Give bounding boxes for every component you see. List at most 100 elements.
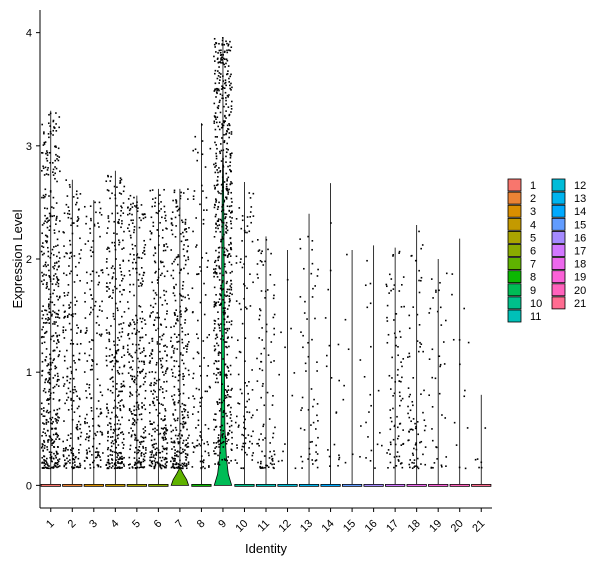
cell-point [153, 438, 156, 441]
cell-point [226, 124, 229, 127]
cell-point [136, 418, 139, 421]
cell-point [262, 423, 265, 426]
cell-point [41, 374, 43, 377]
cell-point [159, 343, 161, 345]
cell-point [221, 206, 223, 208]
cell-point [181, 465, 184, 468]
cell-point [127, 372, 130, 374]
cell-point [230, 406, 232, 409]
cell-point [220, 219, 223, 222]
cell-point [222, 57, 225, 60]
cell-point [397, 354, 399, 357]
cell-point [221, 183, 224, 185]
cell-point [418, 324, 421, 326]
cell-point [418, 350, 420, 353]
cell-point [129, 322, 131, 324]
cell-point [420, 343, 423, 346]
cell-point [219, 352, 222, 354]
cell-point [72, 313, 74, 315]
cell-point [76, 343, 79, 346]
cell-point [420, 247, 422, 250]
cell-point [170, 249, 173, 251]
cell-point [136, 271, 138, 274]
cell-point [149, 362, 151, 364]
cell-point [219, 371, 222, 373]
cell-point [240, 308, 242, 311]
cell-point [45, 423, 48, 425]
cell-point [96, 407, 98, 410]
cell-point [139, 372, 142, 374]
cell-point [50, 315, 53, 317]
cell-point [98, 201, 101, 204]
cell-point [181, 423, 184, 426]
cell-point [54, 172, 56, 175]
cell-point [45, 318, 47, 320]
cell-point [309, 441, 312, 443]
cell-point [217, 344, 220, 347]
cell-point [392, 395, 394, 397]
cell-point [44, 379, 47, 381]
cell-point [221, 383, 223, 386]
cell-point [108, 296, 110, 298]
cell-point [115, 414, 117, 417]
cell-point [55, 427, 57, 430]
cell-point [176, 318, 179, 320]
cell-point [249, 305, 252, 307]
cell-point [193, 406, 195, 408]
legend-label-18: 18 [574, 259, 586, 271]
cell-point [208, 465, 210, 467]
cell-point [241, 215, 244, 217]
cell-point [165, 326, 168, 328]
cell-point [248, 398, 250, 401]
cell-point [222, 358, 224, 360]
cell-point [177, 455, 179, 458]
cell-point [370, 345, 372, 348]
violin-19 [428, 483, 449, 487]
cell-point [196, 159, 199, 162]
cell-point [42, 390, 45, 392]
cell-point [164, 458, 167, 460]
cell-point [260, 352, 263, 355]
cell-point [57, 459, 59, 461]
cell-point [122, 438, 125, 440]
cell-point [121, 431, 124, 433]
cell-point [154, 261, 157, 264]
cell-point [217, 105, 220, 107]
cell-point [221, 458, 223, 461]
cell-point [259, 465, 261, 468]
cell-point [240, 227, 243, 230]
cell-point [237, 373, 240, 376]
cell-point [228, 288, 231, 291]
cell-point [214, 82, 217, 85]
cell-point [49, 456, 52, 459]
cell-point [51, 361, 54, 364]
cell-point [127, 324, 130, 327]
cell-point [42, 314, 45, 316]
cell-point [160, 418, 163, 420]
cell-point [158, 316, 160, 319]
cell-point [112, 365, 115, 368]
cell-point [41, 271, 43, 274]
cell-point [80, 329, 82, 332]
cell-point [90, 280, 93, 282]
cell-point [237, 402, 239, 404]
cell-point [55, 420, 57, 422]
cell-point [86, 436, 88, 439]
cell-point [158, 202, 160, 205]
cell-point [57, 419, 59, 422]
cell-point [86, 457, 89, 459]
cell-point [186, 250, 189, 252]
cell-point [221, 424, 223, 427]
cell-point [143, 363, 146, 365]
cell-point [136, 371, 139, 373]
cell-point [90, 246, 93, 249]
cell-point [391, 377, 393, 379]
cell-point [143, 249, 146, 252]
cell-point [117, 433, 120, 436]
cell-point [57, 375, 59, 378]
cell-point [122, 190, 125, 193]
cell-point [393, 424, 396, 427]
cell-point [85, 396, 88, 399]
legend-label-14: 14 [574, 206, 586, 218]
cell-point [222, 75, 224, 77]
